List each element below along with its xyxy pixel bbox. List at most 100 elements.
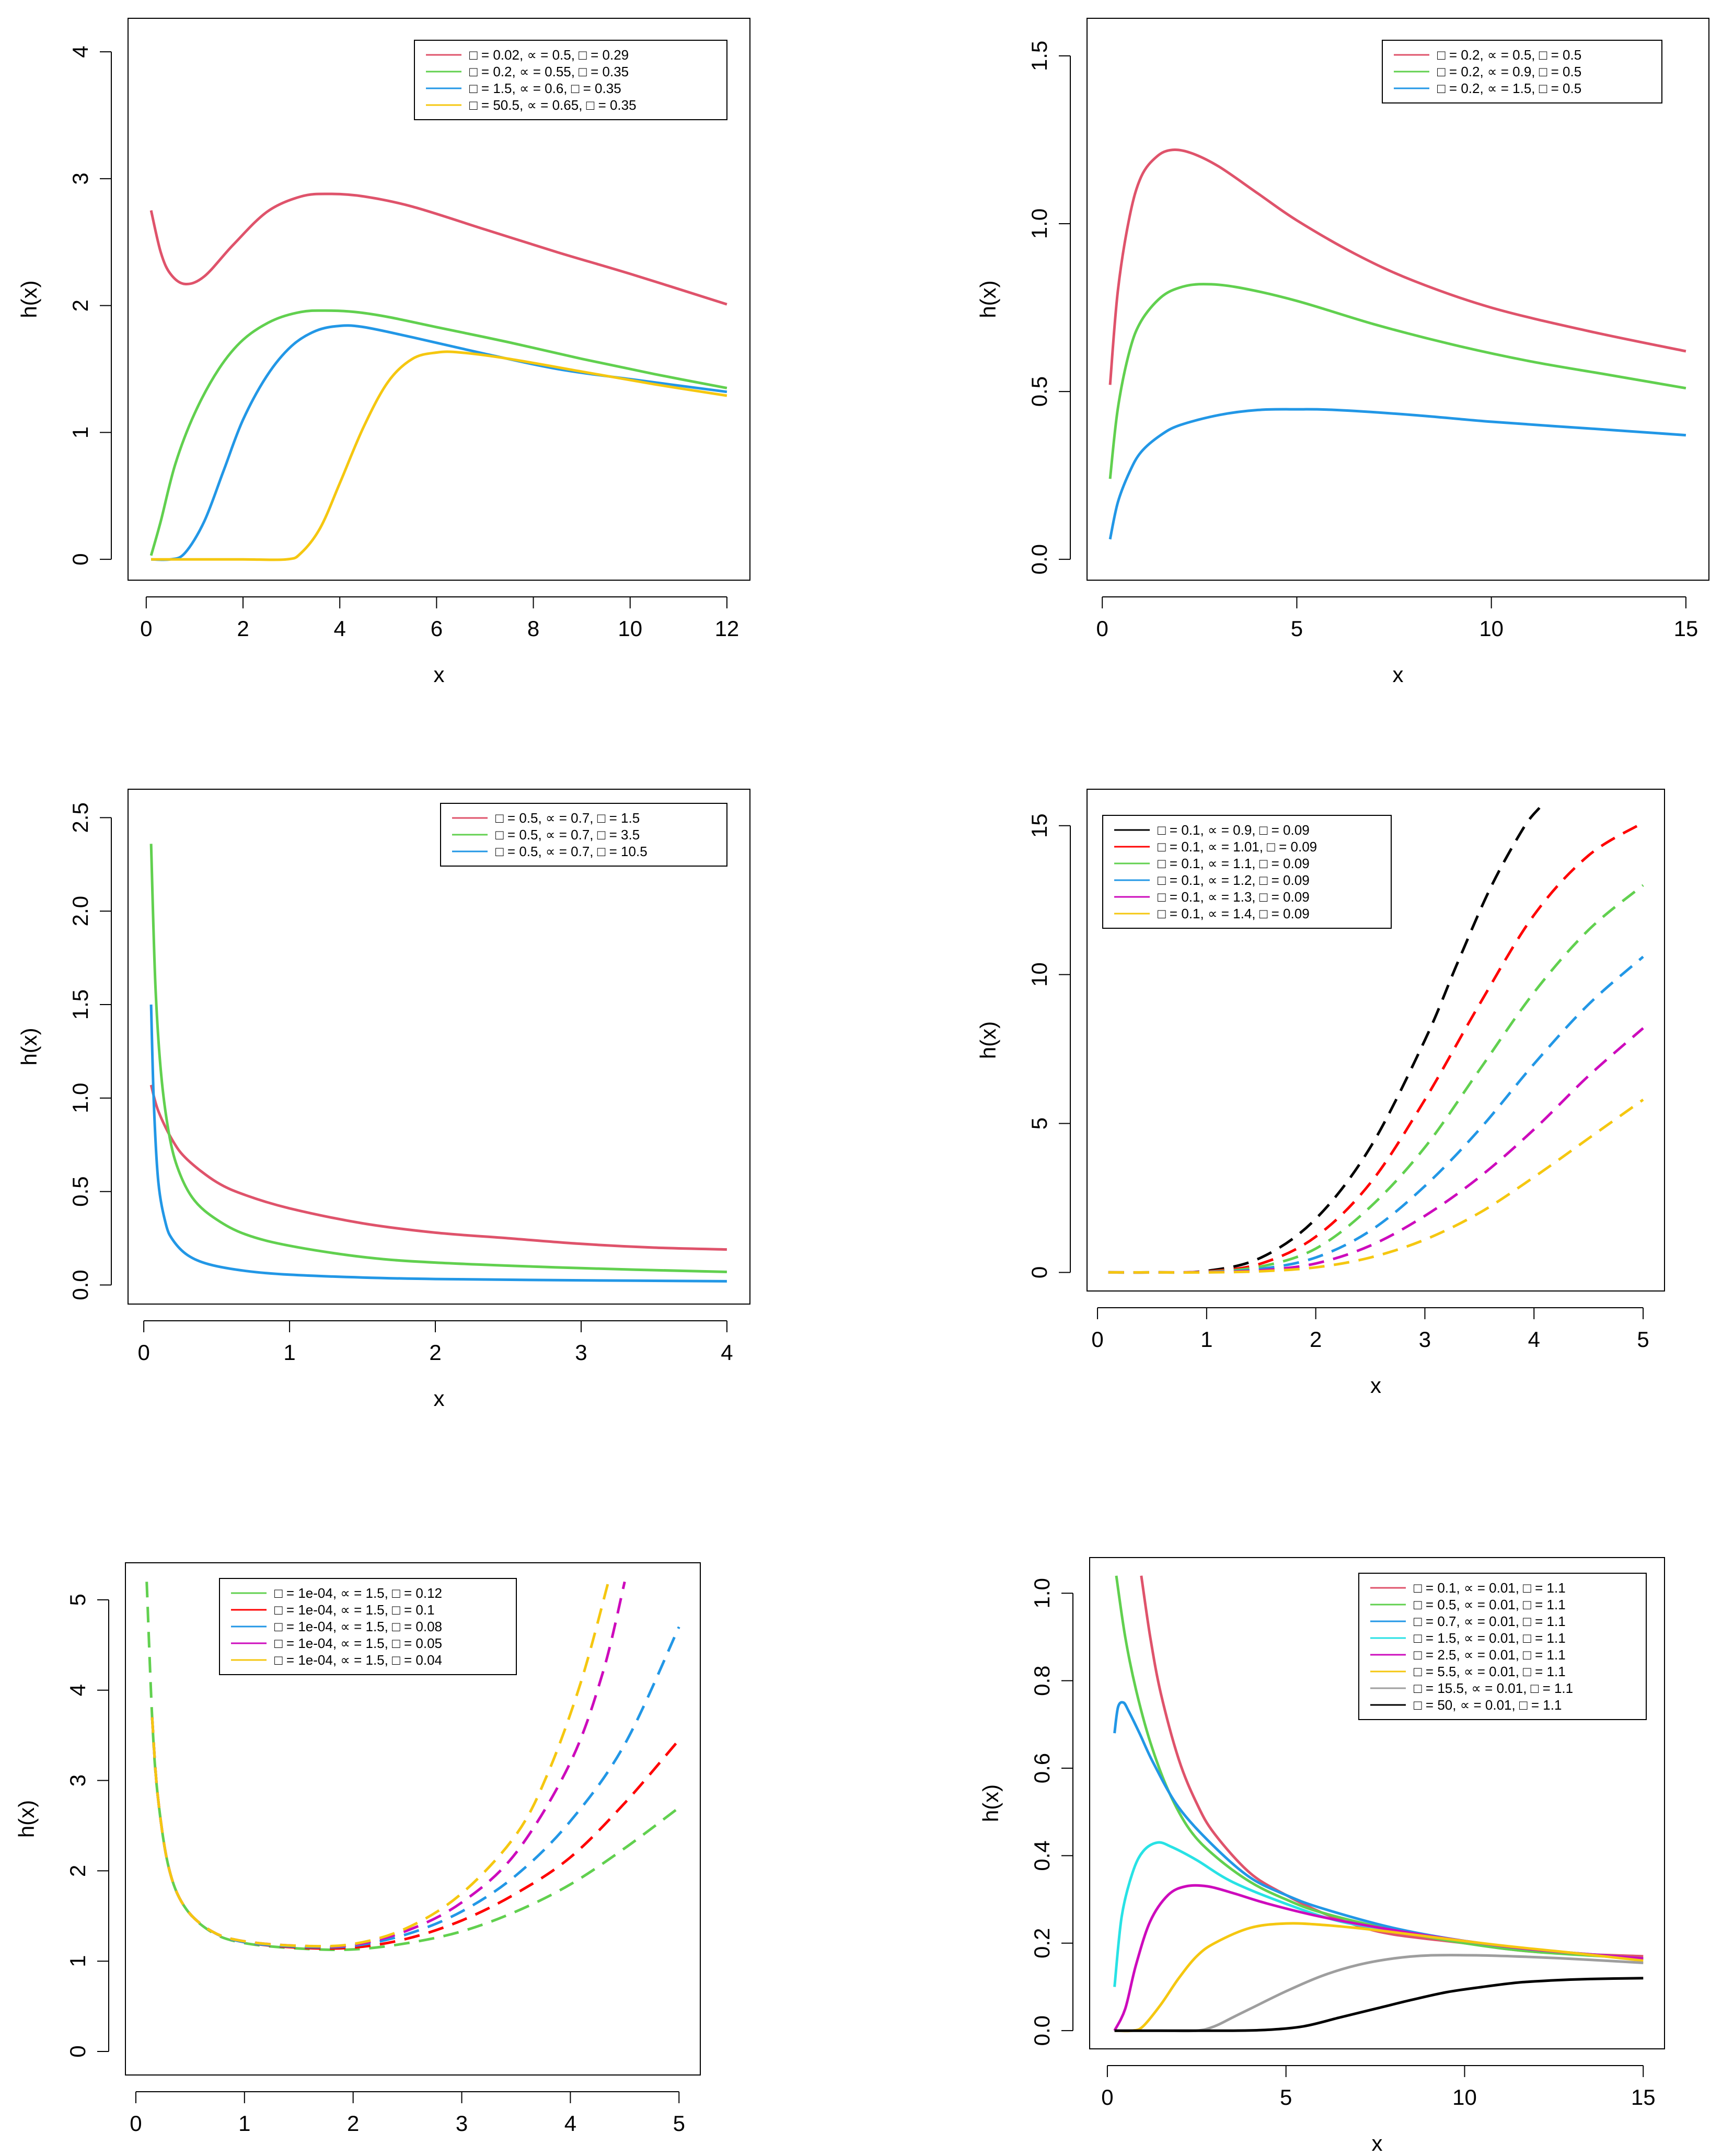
x-tick-label: 4 [1528, 1327, 1540, 1352]
series-line-6 [1114, 1922, 1644, 2033]
y-tick-label: 2.5 [68, 802, 93, 833]
x-tick-label: 3 [1419, 1327, 1431, 1352]
plot-frame [1089, 1557, 1665, 2049]
y-tick-label: 1.5 [68, 989, 93, 1020]
x-tick-label: 4 [334, 616, 346, 641]
series-line-1 [149, 192, 727, 306]
y-tick-label: 2 [68, 299, 93, 312]
legend-label: □ = 0.2, ∝ = 0.55, □ = 0.35 [469, 64, 629, 79]
chart-panel-6: 0 5 10 15 0.0 0.2 0.4 0.6 0.8 1.0 x h(x) □ = 0.1, ∝ … [978, 1557, 1665, 2155]
x-tick-label: 2 [1310, 1327, 1322, 1352]
x-tick-label: 1 [238, 2111, 250, 2136]
series-line-3 [1108, 408, 1686, 540]
series-line-4 [1113, 1841, 1644, 1987]
x-tick-label: 5 [1280, 2085, 1292, 2109]
series-line-7 [1114, 1954, 1644, 2033]
y-tick-label: 1.0 [1027, 209, 1051, 239]
y-tick-label: 10 [1027, 962, 1051, 987]
plot-frame [1087, 789, 1665, 1292]
legend-label: □ = 1e-04, ∝ = 1.5, □ = 0.04 [274, 1652, 442, 1668]
y-tick-label: 2.0 [68, 896, 93, 926]
x-tick-label: 0 [1101, 2085, 1113, 2109]
chart-panel-5: 012345012345xh(x)□ = 1e-04, ∝ = 1.5, □ =… [14, 1562, 701, 2136]
y-tick-label: 0.6 [1030, 1753, 1054, 1783]
series-line-2 [1115, 1575, 1644, 1960]
x-tick-label: 12 [715, 616, 739, 641]
x-axis-title: x [1393, 662, 1404, 687]
x-tick-label: 15 [1631, 2085, 1656, 2109]
chart-panel-2: 0 5 10 15 0.0 0.5 1.0 1.5 x h(x) □ = 0.2, ∝ = 0.5,… [976, 18, 1709, 687]
y-tick-label: 2 [65, 1865, 90, 1877]
series-line-8 [1114, 1977, 1644, 2032]
x-tick-label: 2 [237, 616, 249, 641]
series-line-6 [1108, 1098, 1644, 1274]
legend-box [414, 40, 727, 120]
x-tick-label: 4 [721, 1340, 733, 1365]
legend-label: □ = 0.5, ∝ = 0.7, □ = 1.5 [495, 810, 640, 826]
series-group [1113, 1575, 1644, 2033]
series-line-3 [151, 324, 727, 561]
legend-label: □ = 0.1, ∝ = 1.3, □ = 0.09 [1158, 889, 1310, 905]
x-tick-label: 10 [618, 616, 642, 641]
x-tick-label: 4 [564, 2111, 576, 2136]
legend: □ = 0.2, ∝ = 0.5, □ = 0.5□ = 0.2, ∝ = 0.… [1382, 40, 1662, 103]
x-tick-label: 0 [1091, 1327, 1103, 1352]
series-line-5 [1108, 1027, 1644, 1274]
legend-label: □ = 0.5, ∝ = 0.7, □ = 10.5 [495, 844, 648, 859]
series-line-2 [149, 309, 727, 556]
series-group [145, 1581, 680, 1952]
x-tick-label: 5 [1637, 1327, 1649, 1352]
legend-label: □ = 5.5, ∝ = 0.01, □ = 1.1 [1414, 1664, 1566, 1679]
legend-label: □ = 1e-04, ∝ = 1.5, □ = 0.12 [274, 1585, 442, 1601]
y-tick-label: 0.5 [1027, 376, 1051, 407]
y-tick-label: 0 [1027, 1266, 1051, 1278]
series-line-2 [1108, 283, 1686, 479]
legend-label: □ = 0.1, ∝ = 1.1, □ = 0.09 [1158, 856, 1310, 871]
x-tick-label: 3 [456, 2111, 468, 2136]
legend-label: □ = 0.7, ∝ = 0.01, □ = 1.1 [1414, 1613, 1566, 1629]
y-tick-label: 3 [65, 1774, 90, 1786]
y-tick-label: 5 [1027, 1117, 1051, 1129]
y-axis-title: h(x) [976, 1021, 1000, 1059]
x-tick-label: 2 [347, 2111, 359, 2136]
legend-label: □ = 2.5, ∝ = 0.01, □ = 1.1 [1414, 1647, 1566, 1663]
y-axis-title: h(x) [14, 1800, 39, 1838]
legend-label: □ = 15.5, ∝ = 0.01, □ = 1.1 [1414, 1680, 1573, 1696]
chart-panel-4: 0 1 2 3 4 5 0 5 10 15 x h(x) □ = 0.1, ∝ = 0.9, □ = 0… [976, 789, 1665, 1398]
legend-label: □ = 1e-04, ∝ = 1.5, □ = 0.08 [274, 1619, 442, 1634]
y-tick-label: 0.0 [1030, 2015, 1054, 2046]
x-tick-label: 0 [137, 1340, 149, 1365]
series-line-5 [151, 1581, 610, 1948]
y-tick-label: 4 [68, 45, 93, 57]
legend-label: □ = 50.5, ∝ = 0.65, □ = 0.35 [469, 97, 637, 113]
y-tick-label: 0.0 [68, 1270, 93, 1300]
series-line-2 [1108, 821, 1644, 1274]
y-tick-label: 5 [65, 1594, 90, 1606]
series-line-4 [1108, 955, 1644, 1274]
legend-label: □ = 1.5, ∝ = 0.6, □ = 0.35 [469, 80, 621, 96]
legend-label: □ = 50, ∝ = 0.01, □ = 1.1 [1414, 1697, 1562, 1713]
x-tick-label: 0 [130, 2111, 142, 2136]
legend: □ = 0.5, ∝ = 0.7, □ = 1.5 □ = 0.5, ∝ = 0.… [440, 803, 727, 867]
legend: □ = 0.1, ∝ = 0.01, □ = 1.1□ = 0.5, ∝ = 0… [1358, 1573, 1647, 1720]
legend: □ = 0.02, ∝ = 0.5, □ = 0.29□ = 0.2, ∝ = … [414, 40, 727, 120]
plot-frame [1087, 18, 1709, 581]
x-tick-label: 1 [283, 1340, 295, 1365]
legend-label: □ = 1.5, ∝ = 0.01, □ = 1.1 [1414, 1630, 1566, 1646]
x-tick-label: 2 [429, 1340, 441, 1365]
y-tick-label: 3 [68, 172, 93, 185]
legend-label: □ = 0.1, ∝ = 0.9, □ = 0.09 [1158, 822, 1310, 838]
legend-label: □ = 0.2, ∝ = 1.5, □ = 0.5 [1437, 80, 1581, 96]
series-group [149, 192, 727, 561]
series-line-4 [151, 1581, 626, 1948]
plot-frame [128, 18, 750, 581]
legend-label: □ = 0.1, ∝ = 1.2, □ = 0.09 [1158, 872, 1310, 888]
series-line-2 [149, 844, 727, 1273]
y-tick-label: 1.0 [68, 1083, 93, 1113]
series-line-3 [1108, 884, 1644, 1274]
legend-box [219, 1578, 517, 1675]
plot-frame [128, 789, 750, 1305]
legend-label: □ = 0.2, ∝ = 0.9, □ = 0.5 [1437, 64, 1581, 79]
